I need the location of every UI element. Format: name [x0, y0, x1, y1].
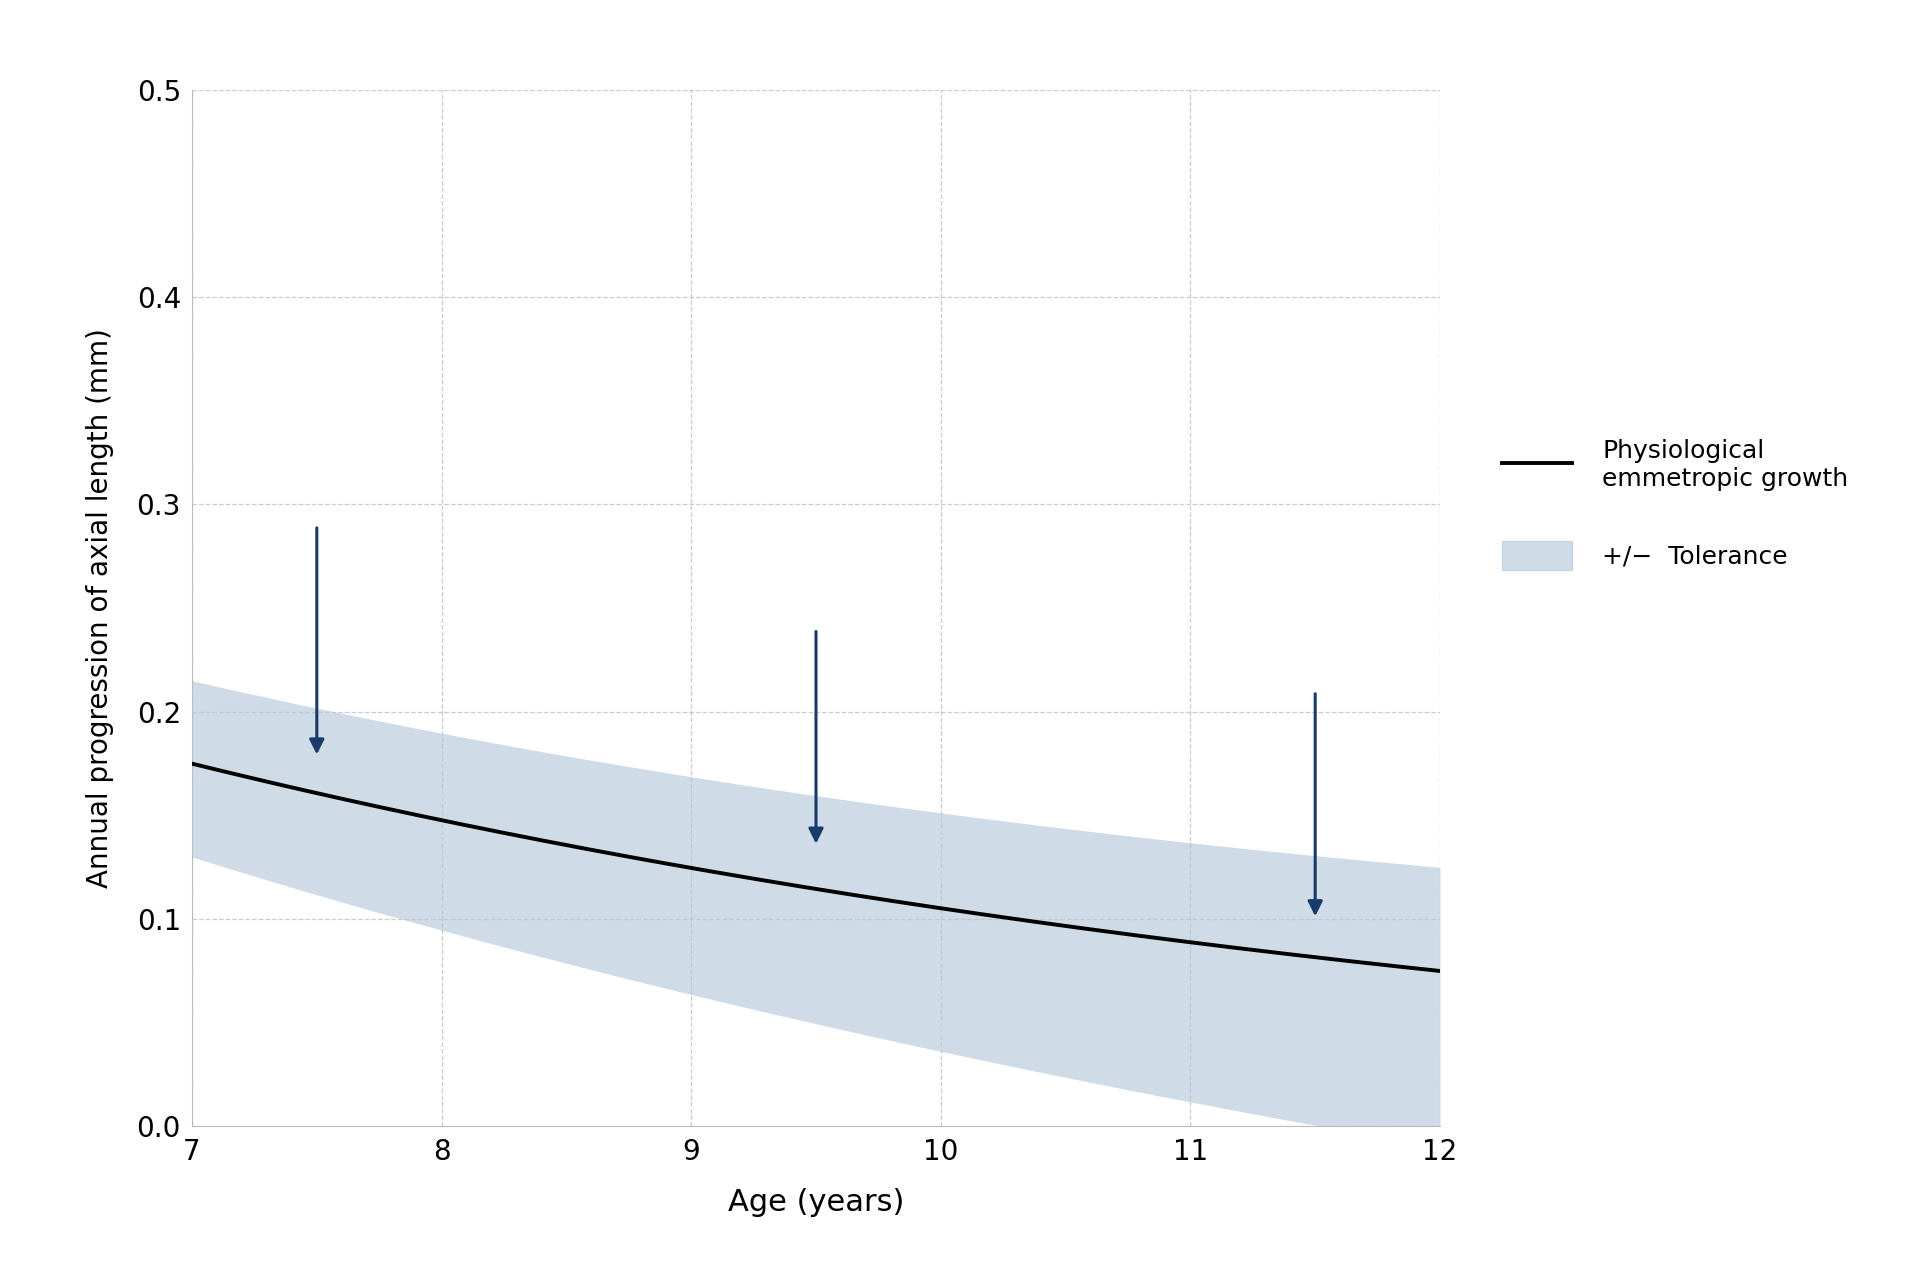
Y-axis label: Annual progression of axial length (mm): Annual progression of axial length (mm) [86, 328, 115, 888]
Legend: Physiological
emmetropic growth, +/−  Tolerance: Physiological emmetropic growth, +/− Tol… [1478, 413, 1874, 595]
X-axis label: Age (years): Age (years) [728, 1188, 904, 1217]
